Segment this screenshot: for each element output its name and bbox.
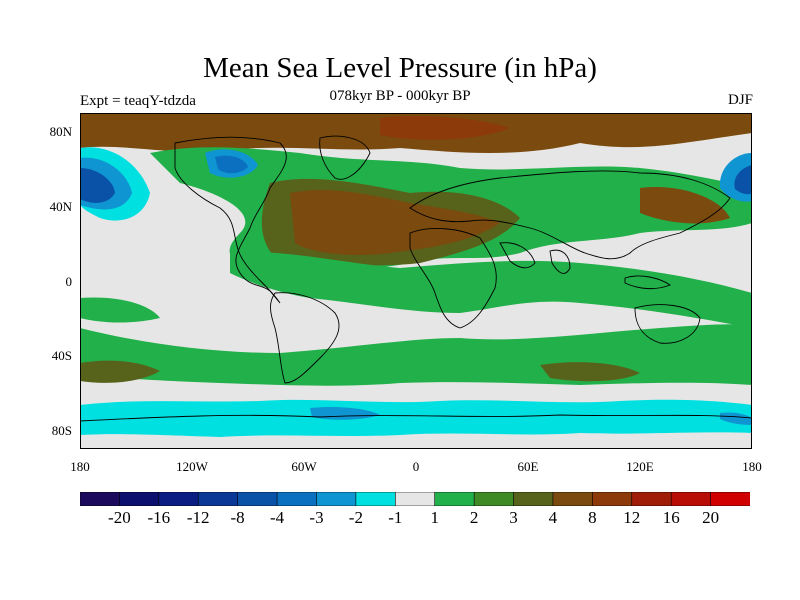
east-edge-low-core xyxy=(734,165,752,195)
map-subtitle: 078kyr BP - 000kyr BP xyxy=(329,88,471,104)
lon-label-120w: 120W xyxy=(176,459,208,474)
lat-label-0: 0 xyxy=(65,274,73,289)
lon-label-60w: 60W xyxy=(291,459,317,474)
season-label: DJF xyxy=(727,92,753,108)
indian-ocean-brown xyxy=(540,362,640,382)
antarctic-low-patch-east xyxy=(720,412,752,425)
coast-africa xyxy=(409,228,497,329)
colorbar-label: -2 xyxy=(348,508,363,527)
map-title: Mean Sea Level Pressure (in hPa) xyxy=(203,52,597,84)
lon-label-180e: 180 xyxy=(742,459,762,474)
colorbar-swatch xyxy=(276,492,318,506)
colorbar-label: 12 xyxy=(623,508,641,527)
colorbar-label: -1 xyxy=(388,508,403,527)
south-pacific-brown xyxy=(80,360,160,383)
colorbar-swatch xyxy=(80,492,121,506)
coast-maritime-continent xyxy=(624,275,671,290)
colorbar-swatch xyxy=(237,492,278,506)
colorbar-label: -3 xyxy=(309,508,324,527)
colorbar-label: 8 xyxy=(588,508,597,527)
colorbar-swatch xyxy=(670,492,712,506)
southeast-pacific-green xyxy=(80,297,160,323)
colorbar-swatch xyxy=(473,492,515,506)
coast-india xyxy=(549,249,571,274)
lon-label-120e: 120E xyxy=(626,459,654,474)
colorbar-label: 16 xyxy=(662,508,680,527)
colorbar-swatch xyxy=(316,492,357,506)
tropical-green-region xyxy=(230,251,752,328)
colorbar-label: 3 xyxy=(509,508,518,527)
lat-label-40n: 40N xyxy=(49,199,72,214)
colorbar-swatch xyxy=(158,492,200,506)
lat-label-80s: 80S xyxy=(51,423,72,438)
coast-arabia xyxy=(499,242,536,269)
colorbar-swatch xyxy=(710,492,750,506)
coastlines xyxy=(80,135,752,422)
coast-greenland xyxy=(319,135,371,180)
colorbar-svg xyxy=(80,492,750,506)
colorbar xyxy=(80,492,750,506)
pressure-map xyxy=(80,113,752,449)
pacific-brown-patch xyxy=(640,187,730,224)
colorbar-swatch xyxy=(513,492,554,506)
colorbar-swatch xyxy=(119,492,160,506)
atlantic-brown-inner xyxy=(290,190,500,255)
colorbar-label: -8 xyxy=(230,508,245,527)
colorbar-label: -16 xyxy=(147,508,171,527)
colorbar-label: -20 xyxy=(108,508,131,527)
colorbar-swatch xyxy=(631,492,672,506)
colorbar-swatch xyxy=(355,492,397,506)
lon-label-0: 0 xyxy=(412,459,420,474)
map-border xyxy=(80,113,752,449)
colorbar-label: 4 xyxy=(548,508,558,527)
arctic-max-region xyxy=(380,116,510,140)
colorbar-swatch xyxy=(434,492,475,506)
experiment-label: Expt = teaqY-tdzda xyxy=(80,93,196,109)
colorbar-swatch xyxy=(197,492,239,506)
lat-label-40s: 40S xyxy=(51,348,72,363)
lon-label-60e: 60E xyxy=(517,459,539,474)
lat-label-80n: 80N xyxy=(49,124,72,139)
coast-eurasia xyxy=(409,170,731,260)
colorbar-swatch xyxy=(552,492,594,506)
lon-label-180w: 180 xyxy=(70,459,90,474)
coast-australia xyxy=(634,304,701,344)
colorbar-label: -4 xyxy=(270,508,285,527)
coast-antarctica xyxy=(80,414,752,422)
north-pacific-low-core xyxy=(80,168,115,203)
coast-south-america xyxy=(270,292,340,384)
hudson-low-core xyxy=(215,155,248,174)
map-svg xyxy=(80,113,752,449)
colorbar-swatch xyxy=(592,492,633,506)
colorbar-label: 20 xyxy=(702,508,720,527)
colorbar-label: 1 xyxy=(430,508,439,527)
colorbar-label: 2 xyxy=(469,508,479,527)
coast-north-america xyxy=(174,136,287,304)
antarctic-low-band xyxy=(80,399,752,437)
colorbar-swatch xyxy=(394,492,436,506)
colorbar-label: -12 xyxy=(186,508,210,527)
